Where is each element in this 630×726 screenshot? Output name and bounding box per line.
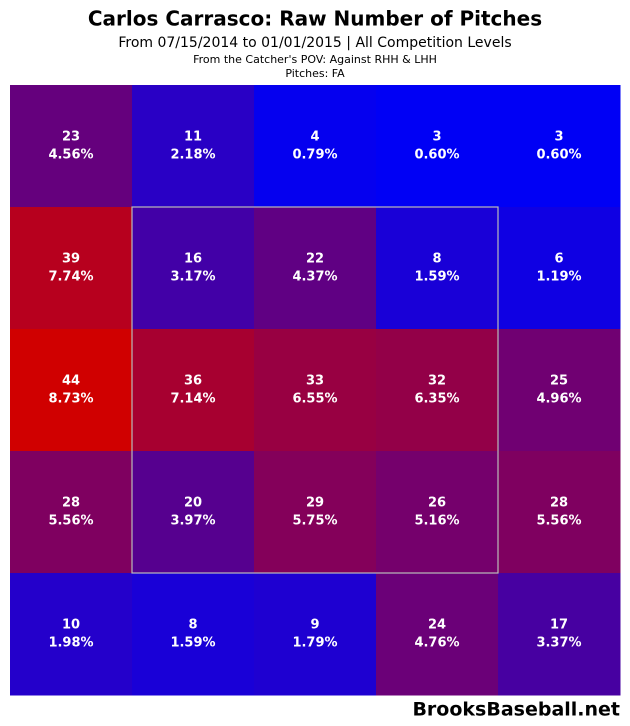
cell-percent: 5.16% bbox=[414, 514, 459, 529]
cell-count: 9 bbox=[310, 618, 319, 633]
cell-count: 44 bbox=[62, 374, 80, 389]
cell-percent: 5.75% bbox=[292, 514, 337, 529]
chart-subtitle: From 07/15/2014 to 01/01/2015 | All Comp… bbox=[118, 35, 511, 51]
cell-count: 33 bbox=[306, 374, 324, 389]
cell-percent: 6.55% bbox=[292, 392, 337, 407]
heat-cell bbox=[10, 451, 133, 574]
heat-cell bbox=[498, 451, 621, 574]
heat-cell bbox=[132, 451, 255, 574]
heat-cell bbox=[254, 207, 377, 330]
heat-cell bbox=[132, 329, 255, 452]
chart-title: Carlos Carrasco: Raw Number of Pitches bbox=[88, 7, 542, 31]
heat-cell bbox=[254, 85, 377, 208]
cell-count: 4 bbox=[310, 130, 319, 145]
heat-cell bbox=[498, 329, 621, 452]
cell-count: 6 bbox=[554, 252, 563, 267]
source-watermark: BrooksBaseball.net bbox=[412, 699, 620, 721]
cell-percent: 4.96% bbox=[536, 392, 581, 407]
cell-percent: 4.37% bbox=[292, 270, 337, 285]
cell-percent: 0.60% bbox=[414, 148, 459, 163]
cell-percent: 7.14% bbox=[170, 392, 215, 407]
cell-count: 20 bbox=[184, 496, 202, 511]
heat-cell bbox=[132, 207, 255, 330]
cell-count: 29 bbox=[306, 496, 324, 511]
heat-cell bbox=[132, 85, 255, 208]
heat-cell bbox=[10, 329, 133, 452]
cell-count: 11 bbox=[184, 130, 202, 145]
cell-count: 17 bbox=[550, 618, 568, 633]
cell-count: 8 bbox=[188, 618, 197, 633]
cell-percent: 0.79% bbox=[292, 148, 337, 163]
cell-count: 8 bbox=[432, 252, 441, 267]
heat-cell bbox=[10, 85, 133, 208]
cell-percent: 8.73% bbox=[48, 392, 93, 407]
cell-percent: 7.74% bbox=[48, 270, 93, 285]
cell-count: 3 bbox=[554, 130, 563, 145]
cell-count: 16 bbox=[184, 252, 202, 267]
cell-percent: 1.59% bbox=[170, 636, 215, 651]
cell-percent: 4.76% bbox=[414, 636, 459, 651]
cell-count: 10 bbox=[62, 618, 80, 633]
cell-percent: 2.18% bbox=[170, 148, 215, 163]
cell-percent: 4.56% bbox=[48, 148, 93, 163]
cell-percent: 3.37% bbox=[536, 636, 581, 651]
heat-cell bbox=[10, 207, 133, 330]
cell-count: 28 bbox=[62, 496, 80, 511]
heat-cell bbox=[10, 573, 133, 696]
cell-percent: 1.59% bbox=[414, 270, 459, 285]
cell-count: 32 bbox=[428, 374, 446, 389]
cell-percent: 5.56% bbox=[536, 514, 581, 529]
heat-cell bbox=[254, 329, 377, 452]
cell-percent: 3.97% bbox=[170, 514, 215, 529]
strike-zone bbox=[131, 206, 499, 574]
cell-percent: 6.35% bbox=[414, 392, 459, 407]
cell-percent: 3.17% bbox=[170, 270, 215, 285]
heat-cell bbox=[254, 573, 377, 696]
note: From the Catcher's POV: Against RHH & LH… bbox=[193, 53, 437, 66]
heat-cell bbox=[376, 573, 499, 696]
heat-cell bbox=[498, 207, 621, 330]
cell-percent: 5.56% bbox=[48, 514, 93, 529]
heat-cell bbox=[376, 329, 499, 452]
note: Pitches: FA bbox=[285, 67, 345, 80]
cell-percent: 0.60% bbox=[536, 148, 581, 163]
heat-cell bbox=[132, 573, 255, 696]
heatmap-grid: 23 4.56% 11 2.18% 4 0.79% 3 0.60% 3 0.60% 39 7.74% 1… bbox=[10, 85, 621, 696]
heat-cell bbox=[376, 85, 499, 208]
cell-count: 36 bbox=[184, 374, 202, 389]
cell-percent: 1.98% bbox=[48, 636, 93, 651]
cell-count: 23 bbox=[62, 130, 80, 145]
cell-count: 25 bbox=[550, 374, 568, 389]
heat-cell bbox=[376, 207, 499, 330]
cell-percent: 1.79% bbox=[292, 636, 337, 651]
cell-count: 22 bbox=[306, 252, 324, 267]
cell-count: 3 bbox=[432, 130, 441, 145]
heat-cell bbox=[498, 85, 621, 208]
heat-cell bbox=[498, 573, 621, 696]
cell-count: 24 bbox=[428, 618, 446, 633]
heat-cell bbox=[254, 451, 377, 574]
cell-count: 28 bbox=[550, 496, 568, 511]
cell-count: 39 bbox=[62, 252, 80, 267]
cell-count: 26 bbox=[428, 496, 446, 511]
heat-cell bbox=[376, 451, 499, 574]
cell-percent: 1.19% bbox=[536, 270, 581, 285]
